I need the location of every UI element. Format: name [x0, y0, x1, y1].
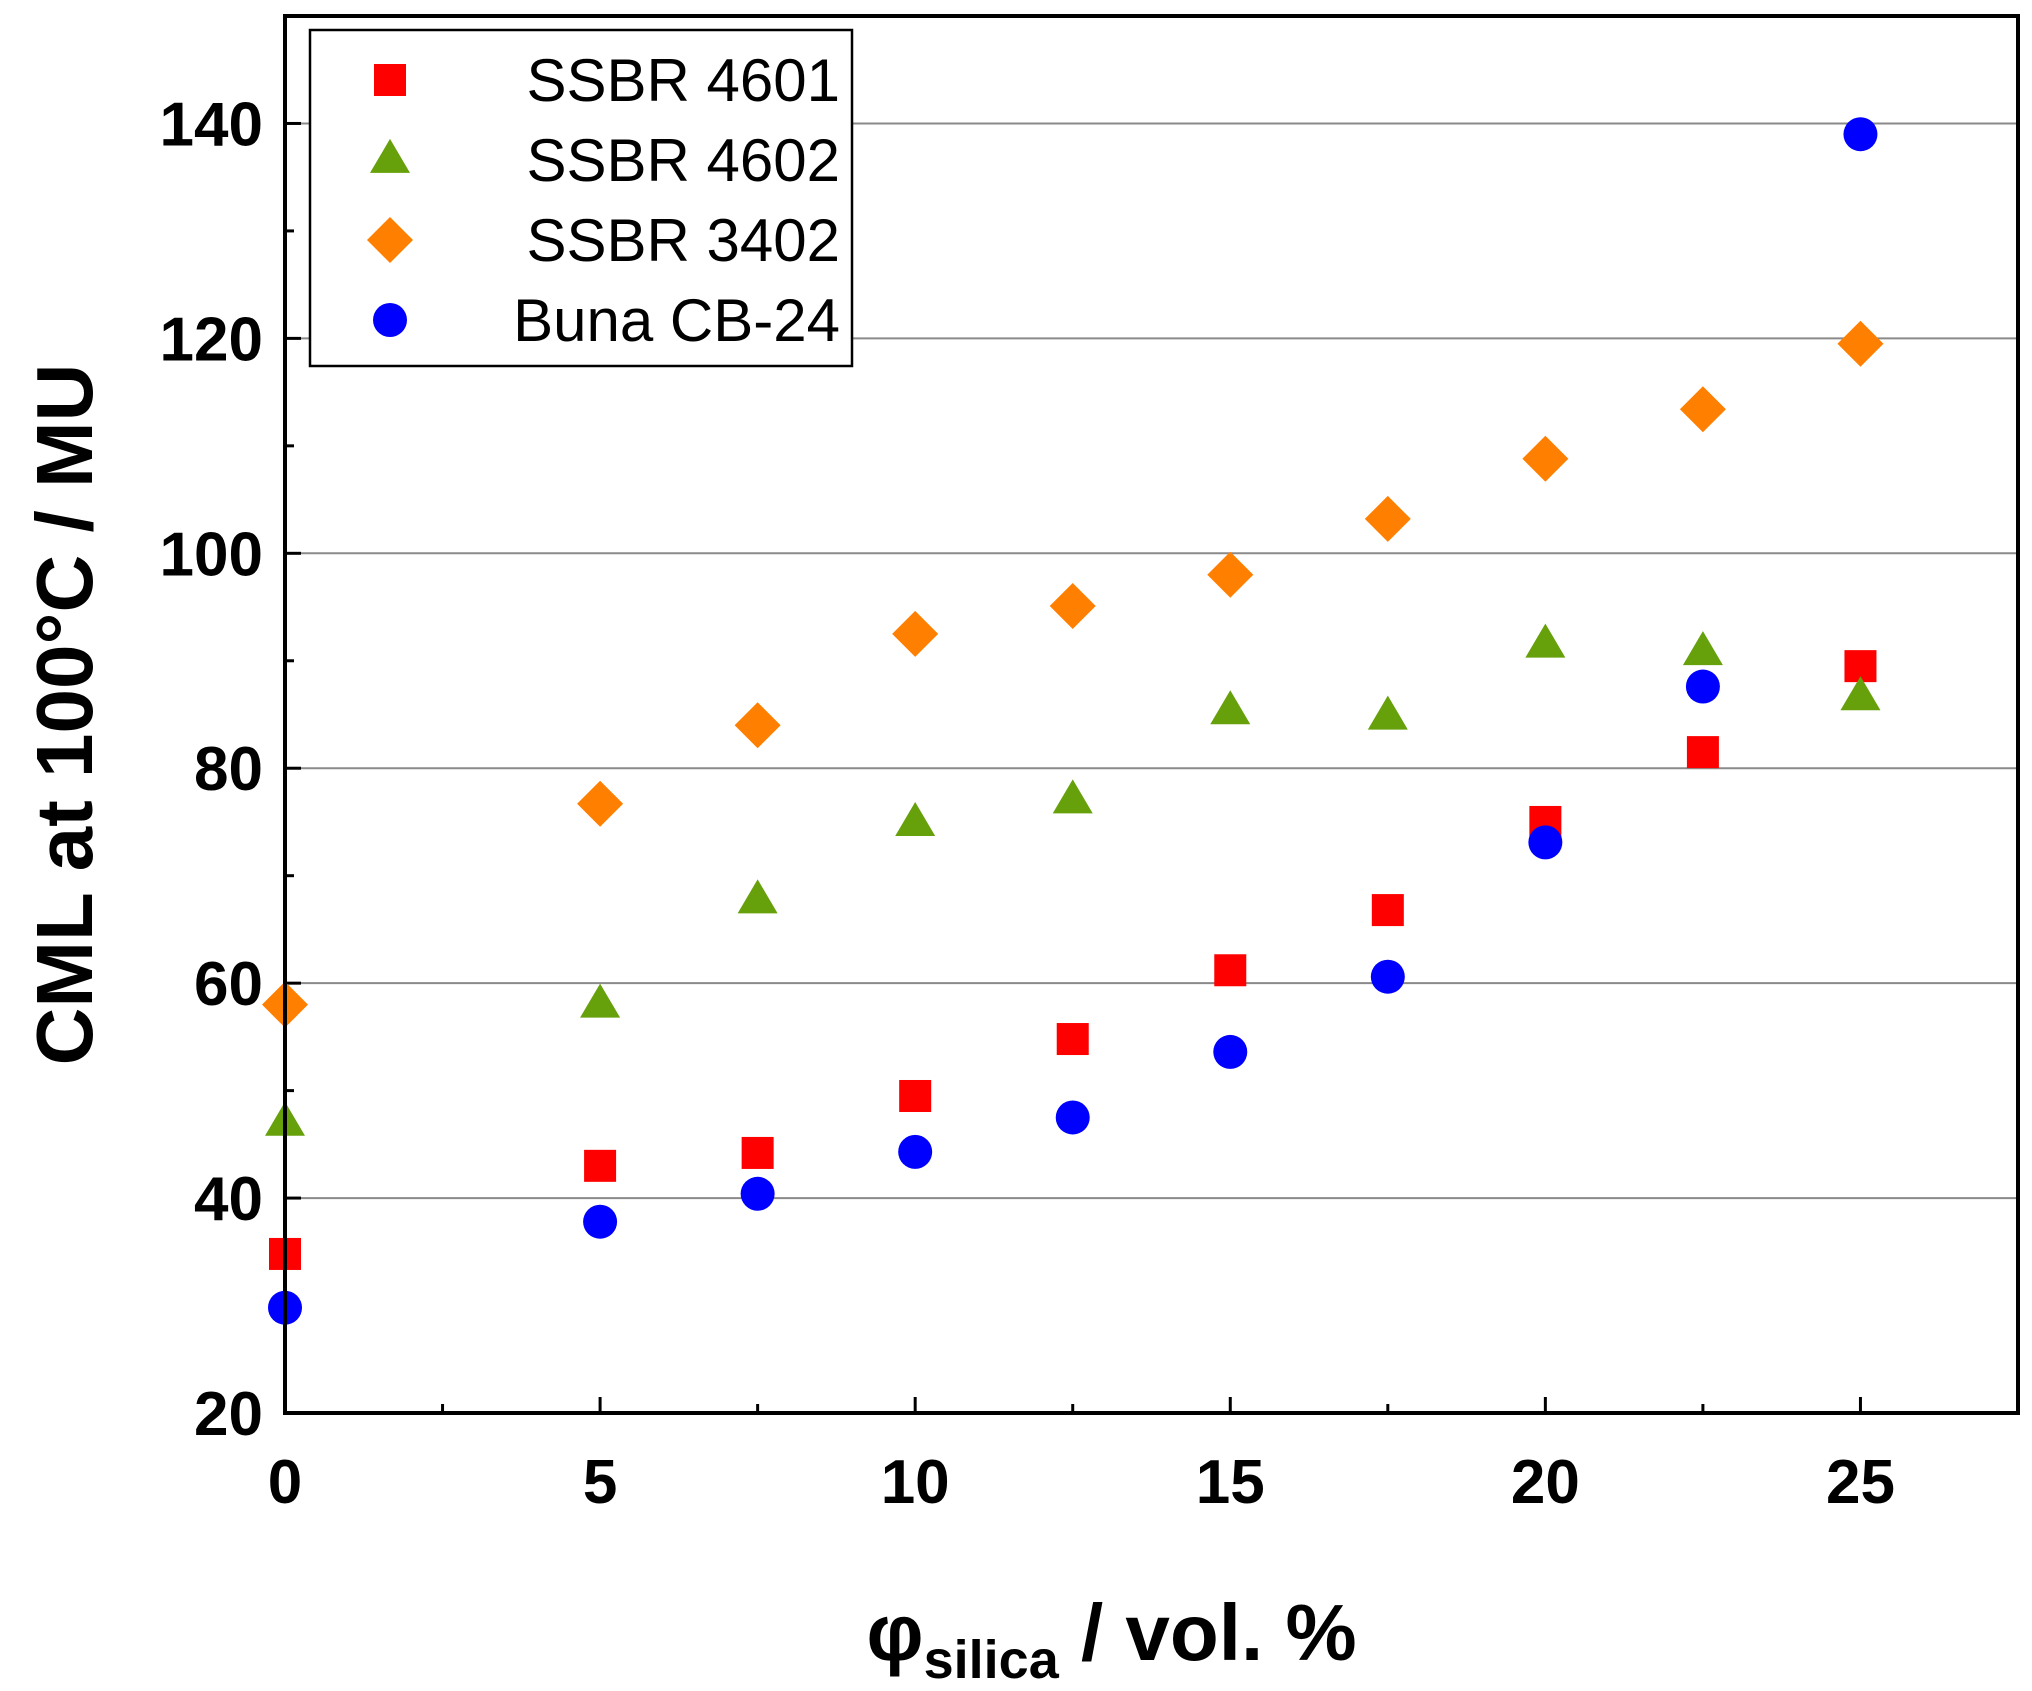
- x-tick-label: 25: [1826, 1448, 1895, 1517]
- data-point: [741, 1136, 774, 1169]
- data-point: [737, 879, 778, 914]
- legend-marker: [374, 64, 406, 96]
- data-point: [892, 610, 939, 657]
- y-tick-label: 140: [160, 90, 263, 159]
- x-axis-symbol: φ: [866, 1588, 923, 1677]
- series-buna-cb-24: [268, 117, 1878, 1325]
- data-point: [1843, 117, 1878, 152]
- data-point: [1685, 669, 1720, 704]
- data-point: [584, 1149, 617, 1182]
- data-point: [734, 702, 781, 749]
- legend-label: Buna CB-24: [513, 287, 840, 354]
- data-point: [1525, 623, 1566, 658]
- series-ssbr-4601: [269, 650, 1877, 1270]
- data-point: [1213, 1034, 1248, 1069]
- y-tick-label: 20: [194, 1380, 263, 1449]
- legend-item: SSBR 4601: [374, 47, 840, 114]
- data-point: [740, 1176, 775, 1211]
- data-point: [1214, 954, 1247, 987]
- data-point: [1367, 695, 1408, 730]
- x-axis-suffix: / vol. %: [1059, 1588, 1357, 1677]
- x-tick-label: 15: [1196, 1448, 1265, 1517]
- data-point: [1052, 779, 1093, 814]
- data-point: [1049, 582, 1096, 629]
- legend-marker: [370, 138, 410, 173]
- data-point: [1207, 551, 1254, 598]
- data-points: [262, 117, 1884, 1325]
- data-point: [583, 1204, 618, 1239]
- data-point: [1522, 435, 1569, 482]
- data-point: [1686, 736, 1719, 769]
- data-point: [577, 780, 624, 827]
- legend-items: SSBR 4601 SSBR 4602 SSBR 3402 Buna CB-24: [367, 47, 840, 354]
- data-point: [1679, 386, 1726, 433]
- data-point: [895, 801, 936, 836]
- y-tick-label: 60: [194, 950, 263, 1019]
- legend-label: SSBR 4601: [526, 47, 840, 114]
- legend: SSBR 4601 SSBR 4602 SSBR 3402 Buna CB-24: [308, 28, 854, 368]
- data-point: [1682, 631, 1723, 666]
- series-ssbr-3402: [262, 320, 1884, 1028]
- data-point: [1371, 894, 1404, 927]
- x-axis-title: φsilica / vol. %: [866, 1588, 1356, 1690]
- data-point: [1840, 676, 1881, 711]
- legend-item: SSBR 4602: [370, 127, 840, 194]
- data-point: [1210, 690, 1251, 725]
- y-tick-label: 80: [194, 735, 263, 804]
- data-point: [1055, 1100, 1090, 1135]
- data-point: [1364, 495, 1411, 542]
- data-point: [1837, 320, 1884, 367]
- data-point: [898, 1134, 933, 1169]
- plot-frame: [283, 14, 2020, 1415]
- data-point: [1370, 959, 1405, 994]
- x-tick-label: 0: [268, 1448, 302, 1517]
- data-point: [899, 1079, 932, 1112]
- x-tick-label: 5: [583, 1448, 617, 1517]
- x-tick-label: 20: [1511, 1448, 1580, 1517]
- data-point: [1056, 1023, 1089, 1056]
- legend-label: SSBR 3402: [526, 207, 840, 274]
- legend-item: Buna CB-24: [373, 287, 840, 354]
- x-axis-subscript: silica: [924, 1630, 1060, 1690]
- legend-item: SSBR 3402: [367, 207, 840, 274]
- data-point: [580, 983, 621, 1018]
- y-tick-label: 100: [160, 520, 263, 589]
- tick-labels: 0 5 10 15 20 25 20 40 60 80 100 120 140: [160, 90, 1895, 1517]
- x-tick-label: 10: [881, 1448, 950, 1517]
- series-ssbr-4602: [265, 623, 1881, 1136]
- legend-label: SSBR 4602: [526, 127, 840, 194]
- y-tick-label: 120: [160, 305, 263, 374]
- legend-marker: [367, 217, 413, 263]
- data-point: [1528, 825, 1563, 860]
- y-axis-title: CML at 100°C / MU: [20, 364, 109, 1066]
- y-tick-label: 40: [194, 1165, 263, 1234]
- legend-marker: [373, 303, 407, 337]
